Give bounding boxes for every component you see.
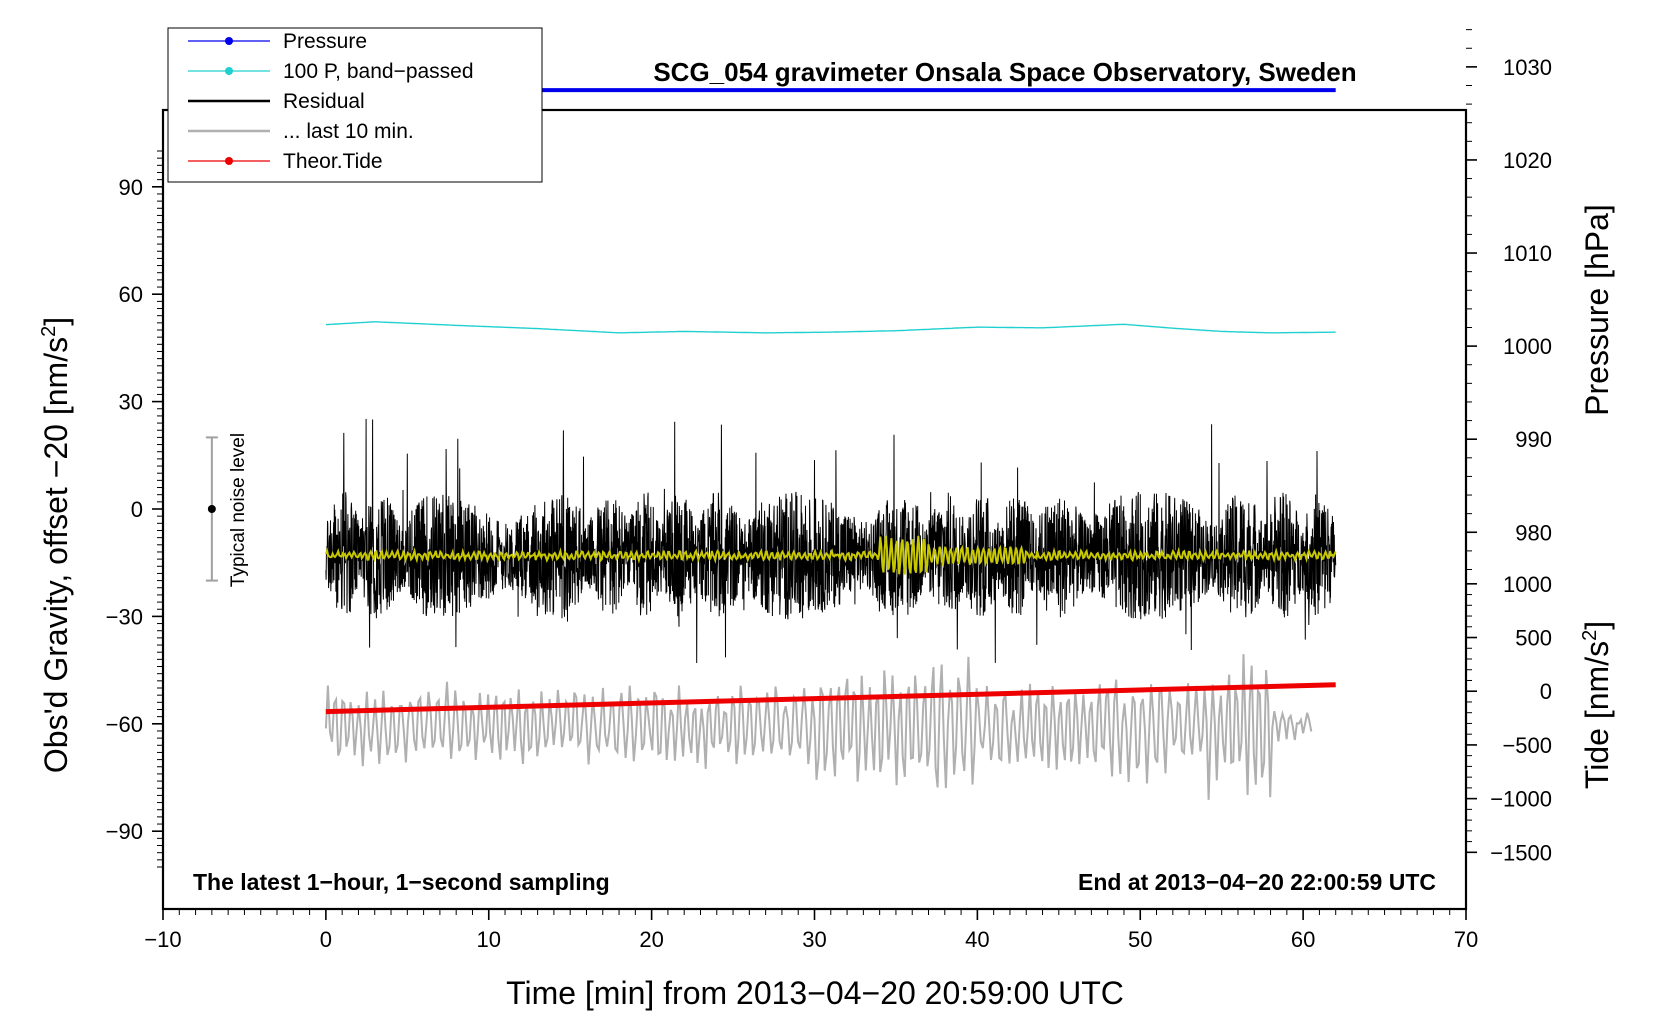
x-tick-label: 60 xyxy=(1291,927,1315,952)
left-axis-label-sup: 2 xyxy=(38,326,60,337)
legend: Pressure 100 P, band−passed Residual ... la… xyxy=(167,27,543,183)
pressure-tick-label: 1010 xyxy=(1503,241,1552,266)
tide-tick-label: −1000 xyxy=(1490,787,1552,812)
bandpassed-pressure-line xyxy=(325,321,1336,334)
series-layer xyxy=(324,88,1337,800)
pressure-tick-label: 1020 xyxy=(1503,148,1552,173)
x-tick-label: −10 xyxy=(144,927,181,952)
legend-swatch-marker xyxy=(225,37,233,45)
left-tick-label: 60 xyxy=(119,282,143,307)
tide-axis-label-end: ] xyxy=(1579,621,1615,630)
tide-tick-label: −500 xyxy=(1502,733,1552,758)
tide-tick-label: 500 xyxy=(1515,626,1552,651)
note-end-time: End at 2013−04−20 22:00:59 UTC xyxy=(1078,869,1436,895)
legend-label: Residual xyxy=(283,90,365,113)
legend-box xyxy=(167,27,543,183)
x-tick-label: 50 xyxy=(1128,927,1152,952)
noise-bar-center-dot xyxy=(207,505,216,513)
x-tick-label: 70 xyxy=(1454,927,1478,952)
legend-entries: Pressure 100 P, band−passed Residual ... la… xyxy=(188,30,474,173)
tide-tick-label: 0 xyxy=(1540,679,1552,704)
noise-level-label: Typical noise level xyxy=(228,433,249,587)
legend-label: Theor.Tide xyxy=(283,150,383,173)
tide-axis-label: Tide [nm/s2] xyxy=(1579,621,1615,789)
last-10-min-line xyxy=(324,654,1313,800)
x-tick-label: 30 xyxy=(802,927,826,952)
pressure-tick-label: 1030 xyxy=(1503,55,1552,80)
ticks-layer: −10 0 10 20 30 40 50 60 709060300−30−60−90103010… xyxy=(106,29,1552,952)
tide-axis-label-main: Tide [nm/s xyxy=(1579,641,1615,789)
residual-line xyxy=(325,418,1337,664)
left-tick-label: −60 xyxy=(106,712,143,737)
pressure-tick-label: 980 xyxy=(1515,520,1552,545)
x-tick-label: 20 xyxy=(639,927,663,952)
tide-axis-label-sup: 2 xyxy=(1579,630,1601,641)
noise-level-bar xyxy=(205,436,218,582)
left-tick-label: 0 xyxy=(131,497,143,522)
residual-smoothed-line xyxy=(324,535,1337,575)
legend-swatch-marker xyxy=(225,157,233,165)
pressure-tick-label: 1000 xyxy=(1503,334,1552,359)
legend-label: Pressure xyxy=(283,30,367,53)
left-tick-label: 30 xyxy=(119,390,143,415)
chart-title: SCG_054 gravimeter Onsala Space Observat… xyxy=(653,57,1356,87)
left-axis-label-end: ] xyxy=(38,317,74,326)
left-tick-label: −30 xyxy=(106,604,143,629)
theoretical-tide-line xyxy=(325,682,1336,715)
x-tick-label: 40 xyxy=(965,927,989,952)
left-tick-label: −90 xyxy=(106,819,143,844)
x-tick-label: 0 xyxy=(320,927,332,952)
left-axis-label: Obs'd Gravity, offset −20 [nm/s2] xyxy=(38,317,74,773)
legend-label: 100 P, band−passed xyxy=(283,60,474,83)
left-tick-label: 90 xyxy=(119,175,143,200)
legend-label: ... last 10 min. xyxy=(283,120,414,143)
note-sampling: The latest 1−hour, 1−second sampling xyxy=(193,869,610,895)
x-tick-label: 10 xyxy=(477,927,501,952)
legend-swatch-marker xyxy=(225,67,233,75)
x-axis-label: Time [min] from 2013−04−20 20:59:00 UTC xyxy=(506,975,1124,1011)
tide-tick-label: −1500 xyxy=(1490,840,1552,865)
pressure-tick-label: 990 xyxy=(1515,427,1552,452)
pressure-axis-label: Pressure [hPa] xyxy=(1579,204,1615,416)
tide-tick-label: 1000 xyxy=(1503,572,1552,597)
left-axis-label-main: Obs'd Gravity, offset −20 [nm/s xyxy=(38,337,74,773)
